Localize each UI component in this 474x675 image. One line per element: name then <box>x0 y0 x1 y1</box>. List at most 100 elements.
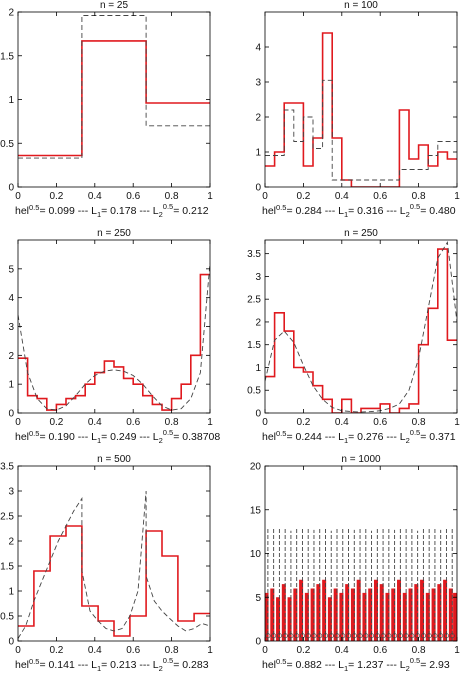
subplot-4: n = 250 0 0.2 0.4 0.6 0.8 1 0 0.5 1 1.5 2 2.5 3 3.5 hel… <box>247 228 460 445</box>
y-tick-label: 1 <box>8 380 14 391</box>
density-spike-base <box>392 633 398 639</box>
x-tick-label: 0.2 <box>296 417 310 428</box>
histogram-spike <box>327 597 332 641</box>
histogram-spike <box>425 592 430 641</box>
density-spike-base <box>420 633 426 639</box>
histogram-series <box>18 273 210 411</box>
y-tick-label: 0 <box>8 183 14 194</box>
density-spike-base <box>345 633 352 639</box>
x-tick-label: 0.6 <box>126 417 140 428</box>
caption-l1-subscript: 1 <box>97 436 101 445</box>
caption-hel-value-l1: = 0.244 --- L <box>286 431 344 443</box>
x-tick-label: 0.2 <box>49 417 63 428</box>
histogram-series <box>18 40 210 157</box>
x-tick-label: 0 <box>15 417 21 428</box>
subplot-title: n = 1000 <box>341 454 381 465</box>
density-spike-base <box>317 633 323 639</box>
plot-area <box>18 15 210 159</box>
histogram-spike <box>350 588 355 641</box>
histogram-spike <box>362 592 367 641</box>
histogram-spike <box>437 584 442 641</box>
axes-frame <box>17 11 211 188</box>
density-spike-base <box>265 633 271 639</box>
histogram-spike <box>414 584 419 641</box>
caption-l2-value: = 0.283 <box>173 659 208 671</box>
x-tick-label: 0.8 <box>412 191 426 202</box>
x-tick-label: 1 <box>454 191 460 202</box>
histogram-spike <box>333 588 338 641</box>
histogram-spike <box>408 588 413 641</box>
plot-area <box>18 263 210 411</box>
y-tick-label: 0.5 <box>0 612 14 623</box>
x-tick-label: 0.8 <box>165 191 179 202</box>
caption-hel-exponent: 0.5 <box>276 657 286 666</box>
x-tick-label: 1 <box>454 645 460 656</box>
plot-area <box>265 32 457 187</box>
x-tick-label: 0.6 <box>373 191 387 202</box>
y-tick-label: 3.5 <box>0 462 14 473</box>
y-tick-label: 0.5 <box>0 139 14 150</box>
histogram-spike <box>345 584 350 641</box>
x-tick-label: 1 <box>454 417 460 428</box>
error-metrics-caption: hel0.5= 0.190 --- L1= 0.249 --- L20.5= 0… <box>15 428 220 445</box>
caption-hel: hel <box>262 205 276 217</box>
histogram-spike <box>402 592 407 641</box>
density-spike-base <box>328 633 334 639</box>
caption-hel-value-l1: = 0.141 --- L <box>39 659 97 671</box>
caption-hel-exponent: 0.5 <box>276 203 286 212</box>
caption-hel-exponent: 0.5 <box>29 429 39 438</box>
density-spike-base <box>369 633 375 639</box>
y-tick-label: 0 <box>8 409 14 420</box>
histogram-spike <box>316 584 321 641</box>
density-spike-base <box>294 633 300 639</box>
caption-l1-subscript: 1 <box>97 210 101 219</box>
histogram-spike <box>276 597 281 641</box>
y-tick-label: 5 <box>255 593 261 604</box>
density-series <box>265 79 457 181</box>
density-spike-base <box>443 633 449 639</box>
y-tick-label: 5 <box>8 264 14 275</box>
x-tick-label: 0.6 <box>373 645 387 656</box>
caption-l1-value-l2: = 0.178 --- L <box>101 205 159 217</box>
density-spike-base <box>438 633 444 639</box>
y-tick-label: 1 <box>8 95 14 106</box>
caption-hel: hel <box>262 431 276 443</box>
y-tick-label: 0 <box>255 637 261 648</box>
error-metrics-caption: hel0.5= 0.882 --- L1= 1.237 --- L20.5= 2… <box>262 656 450 673</box>
caption-hel-value-l1: = 0.882 --- L <box>286 659 344 671</box>
subplot-title: n = 500 <box>97 454 131 465</box>
x-tick-label: 0 <box>262 417 268 428</box>
y-tick-label: 2.5 <box>247 295 261 306</box>
axes-frame <box>264 239 458 414</box>
y-tick-label: 0 <box>255 183 261 194</box>
density-spike-base <box>449 633 455 639</box>
caption-l2-subscript: 2 <box>159 210 163 219</box>
caption-l2-value: = 2.93 <box>420 659 450 671</box>
caption-l1-value-l2: = 0.249 --- L <box>101 431 159 443</box>
x-tick-label: 1 <box>207 417 213 428</box>
density-spike-base <box>357 633 363 639</box>
density-spike-base <box>305 633 311 639</box>
y-tick-label: 2 <box>8 351 14 362</box>
caption-l2-exponent: 0.5 <box>410 428 420 437</box>
y-tick-label: 2 <box>8 8 14 19</box>
density-spike-base <box>374 633 380 639</box>
error-metrics-caption: hel0.5= 0.099 --- L1= 0.178 --- L20.5= 0… <box>15 202 209 219</box>
caption-l2-exponent: 0.5 <box>163 202 173 211</box>
y-tick-label: 2 <box>8 537 14 548</box>
caption-l2-subscript: 2 <box>406 436 410 445</box>
caption-l2-value: = 0.212 <box>173 205 208 217</box>
x-tick-label: 0 <box>262 645 268 656</box>
x-tick-label: 1 <box>207 645 213 656</box>
caption-hel-exponent: 0.5 <box>276 429 286 438</box>
y-tick-label: 1.5 <box>0 562 14 573</box>
error-metrics-caption: hel0.5= 0.284 --- L1= 0.316 --- L20.5= 0… <box>262 202 456 219</box>
x-tick-label: 0 <box>15 191 21 202</box>
x-tick-label: 0.4 <box>335 417 349 428</box>
histogram-spike <box>293 588 298 641</box>
caption-hel: hel <box>15 205 29 217</box>
density-spike-base <box>386 633 392 639</box>
